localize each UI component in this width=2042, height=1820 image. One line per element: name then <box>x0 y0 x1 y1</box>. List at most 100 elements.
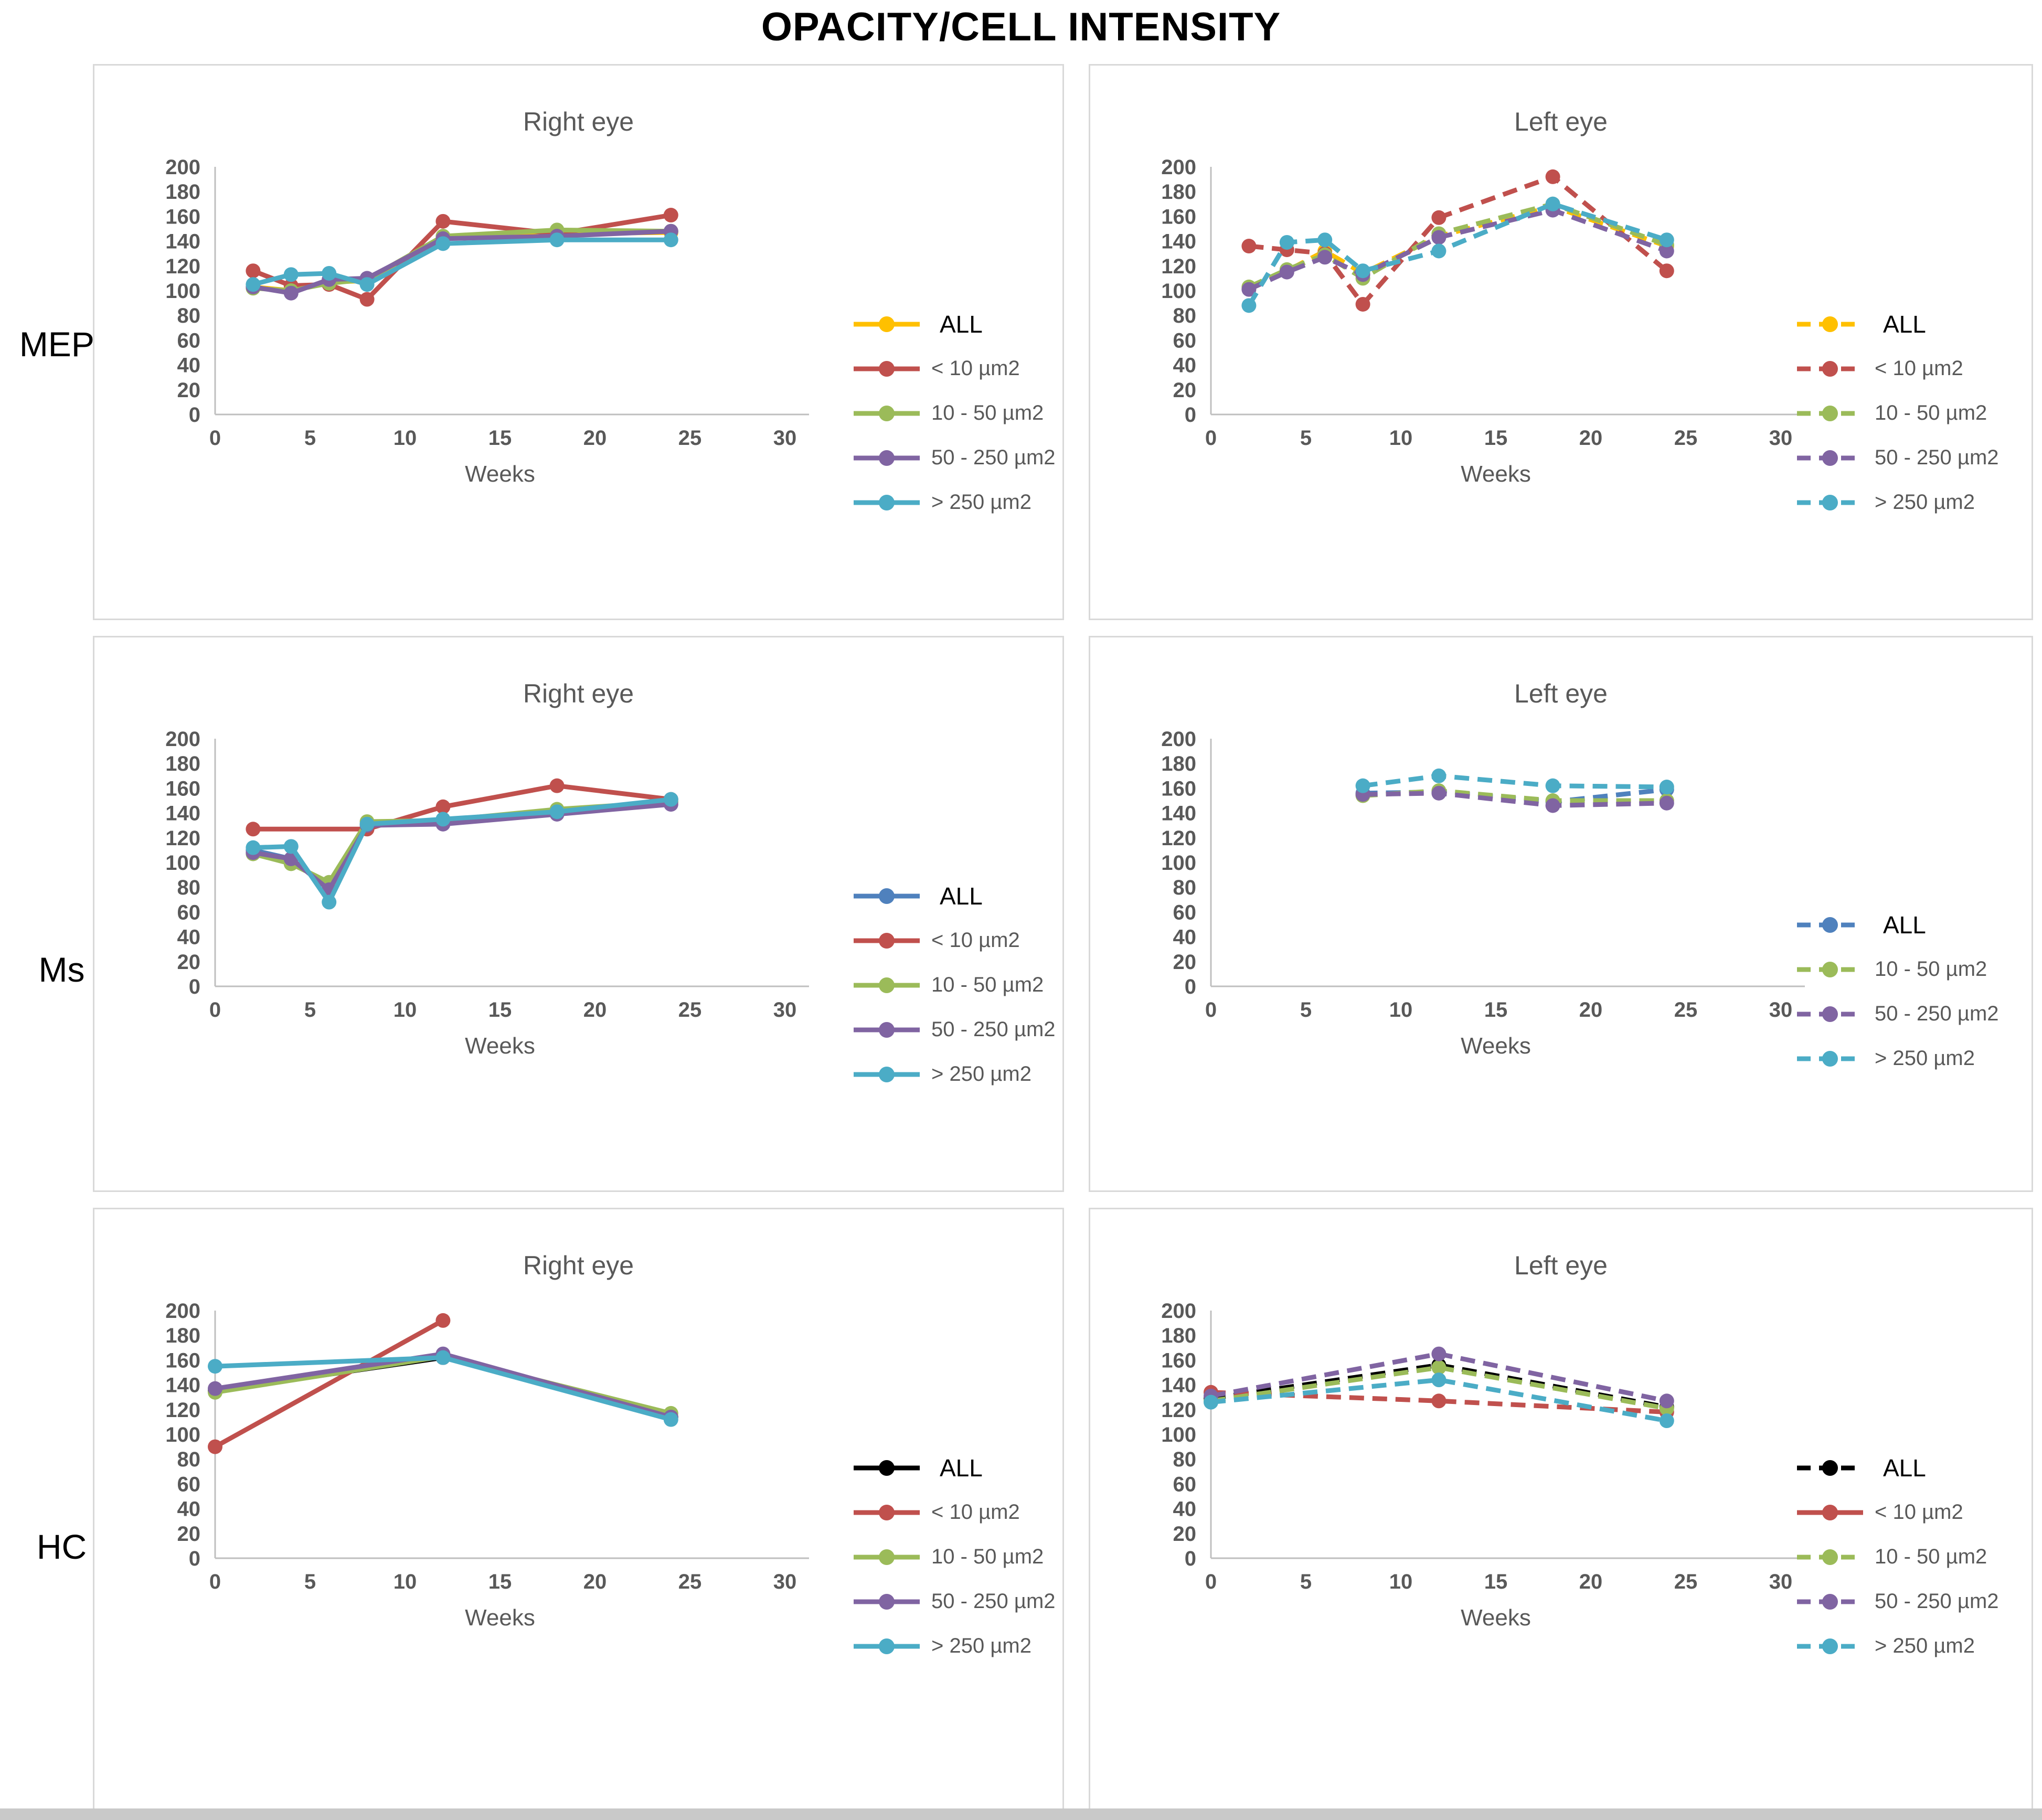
legend-item-50-250-um2: 50 - 250 µm2 <box>853 435 1056 480</box>
series-marker-gt-250-um2 <box>1659 780 1674 795</box>
legend-item-lt-10-um2: < 10 µm2 <box>1796 1490 1999 1535</box>
legend-item-50-250-um2: 50 - 250 µm2 <box>1796 435 1999 480</box>
legend-item-label: > 250 µm2 <box>931 1062 1031 1085</box>
y-tick-label: 60 <box>177 901 201 924</box>
legend-marker <box>1822 1638 1838 1654</box>
legend-item-label: ALL <box>940 1454 983 1482</box>
y-tick-label: 200 <box>1161 156 1196 179</box>
y-tick-label: 160 <box>165 205 200 228</box>
y-tick-label: 160 <box>1161 777 1196 800</box>
legend-item-label: ALL <box>1883 310 1926 338</box>
x-tick-label: 20 <box>1579 1570 1603 1593</box>
y-tick-label: 0 <box>189 975 200 998</box>
x-tick-label: 0 <box>209 998 221 1021</box>
legend-marker <box>879 1066 895 1082</box>
y-tick-label: 0 <box>189 403 200 427</box>
series-line-10-50-um2 <box>252 799 672 886</box>
y-tick-label: 200 <box>1161 1300 1196 1323</box>
legend-sample-gt-250-um2 <box>854 1638 920 1654</box>
x-tick-label: 10 <box>1389 1570 1413 1593</box>
legend-sample-50-250-um2 <box>854 450 920 466</box>
legend-item-label: ALL <box>1883 911 1926 939</box>
legend-marker <box>879 932 895 949</box>
y-tick-label: 200 <box>1161 728 1196 751</box>
y-tick-label: 40 <box>177 354 201 377</box>
legend-item-label: > 250 µm2 <box>931 491 1031 514</box>
legend-item-label: 50 - 250 µm2 <box>1875 1002 1999 1025</box>
legend-marker <box>879 1593 895 1610</box>
x-tick-label: 30 <box>1769 427 1793 450</box>
legend-sample-50-250-um2 <box>1797 1593 1863 1610</box>
x-axis-title: Weeks <box>1461 461 1531 487</box>
legend-mepi-right-eye: ALL < 10 µm2 10 - 50 µm2 50 - 250 µm2 > 250 … <box>853 302 1056 525</box>
series-marker-gt-250-um2 <box>435 812 451 827</box>
legend-marker <box>1822 405 1838 421</box>
y-tick-label: 20 <box>177 1523 201 1546</box>
series-line-gt-250-um2 <box>252 237 671 288</box>
x-axis-title: Weeks <box>465 461 535 487</box>
series-marker-gt-250-um2 <box>1355 263 1370 279</box>
series-line-10-50-um2 <box>1210 1365 1667 1411</box>
series-marker-gt-250-um2 <box>549 232 565 248</box>
legend-sample-gt-250-um2 <box>1797 1638 1863 1654</box>
series-marker-50-250-um2 <box>1659 795 1674 811</box>
y-tick-label: 180 <box>1161 752 1196 775</box>
x-axis-title: Weeks <box>465 1605 535 1631</box>
x-tick-label: 0 <box>209 1570 221 1593</box>
series-marker-50-250-um2 <box>1431 1346 1447 1361</box>
chart-main-title: OPACITY/CELL INTENSITY <box>761 5 1281 49</box>
legend-sample-lt-10-um2 <box>854 360 920 377</box>
legend-item-all: ALL <box>853 1445 1056 1490</box>
series-marker-gt-250-um2 <box>1431 1372 1447 1388</box>
legend-item-50-250-um2: 50 - 250 µm2 <box>1796 1579 1999 1624</box>
y-tick-label: 200 <box>165 728 200 751</box>
x-tick-label: 25 <box>678 1570 702 1593</box>
y-tick-label: 200 <box>165 156 200 179</box>
x-tick-label: 0 <box>209 427 221 450</box>
series-marker-gt-250-um2 <box>1204 1395 1218 1410</box>
y-tick-label: 100 <box>165 280 200 303</box>
series-marker-lt-10-um2 <box>435 1313 451 1328</box>
legend-item-gt-250-um2: > 250 µm2 <box>1796 480 1999 525</box>
x-tick-label: 10 <box>1389 998 1413 1021</box>
legend-sample-gt-250-um2 <box>854 1066 920 1082</box>
series-marker-50-250-um2 <box>1431 785 1447 801</box>
series-marker-gt-250-um2 <box>246 840 261 855</box>
x-tick-label: 30 <box>773 427 797 450</box>
series-marker-lt-10-um2 <box>435 214 451 229</box>
x-axis-title: Weeks <box>1461 1033 1531 1059</box>
x-tick-label: 25 <box>1674 998 1698 1021</box>
y-tick-label: 20 <box>1173 1523 1197 1546</box>
legend-item-label: 10 - 50 µm2 <box>1875 957 1987 981</box>
legend-marker <box>1822 1504 1838 1520</box>
series-marker-lt-10-um2 <box>549 778 565 793</box>
y-tick-label: 100 <box>1161 852 1196 875</box>
row-label-hc: HC <box>36 1527 87 1566</box>
series-marker-gt-250-um2 <box>435 236 451 251</box>
chart-panel-ms-right-eye: Right eye 0 20 40 60 80 100 120 140 160 180 200 0 5 10… <box>93 636 1064 1192</box>
panel-title-hc-right-eye: Right eye <box>523 1251 634 1280</box>
y-tick-label: 60 <box>1173 901 1197 924</box>
legend-item-lt-10-um2: < 10 µm2 <box>853 1490 1056 1535</box>
legend-item-gt-250-um2: > 250 µm2 <box>1796 1036 1999 1081</box>
x-tick-label: 20 <box>1579 998 1603 1021</box>
legend-item-10-50-um2: 10 - 50 µm2 <box>853 391 1056 435</box>
legend-sample-lt-10-um2 <box>1797 360 1863 377</box>
legend-item-10-50-um2: 10 - 50 µm2 <box>853 1535 1056 1579</box>
legend-marker <box>879 977 895 993</box>
legend-item-label: 10 - 50 µm2 <box>1875 1545 1987 1568</box>
series-marker-gt-250-um2 <box>246 277 261 292</box>
legend-marker <box>879 360 895 377</box>
legend-item-label: ALL <box>940 882 983 910</box>
y-tick-label: 40 <box>1173 354 1197 377</box>
series-marker-lt-10-um2 <box>359 292 375 307</box>
legend-marker <box>1822 1050 1838 1067</box>
y-tick-label: 20 <box>1173 951 1197 974</box>
legend-sample-gt-250-um2 <box>1797 1050 1863 1067</box>
legend-marker <box>879 405 895 421</box>
legend-item-label: > 250 µm2 <box>1875 1047 1975 1070</box>
